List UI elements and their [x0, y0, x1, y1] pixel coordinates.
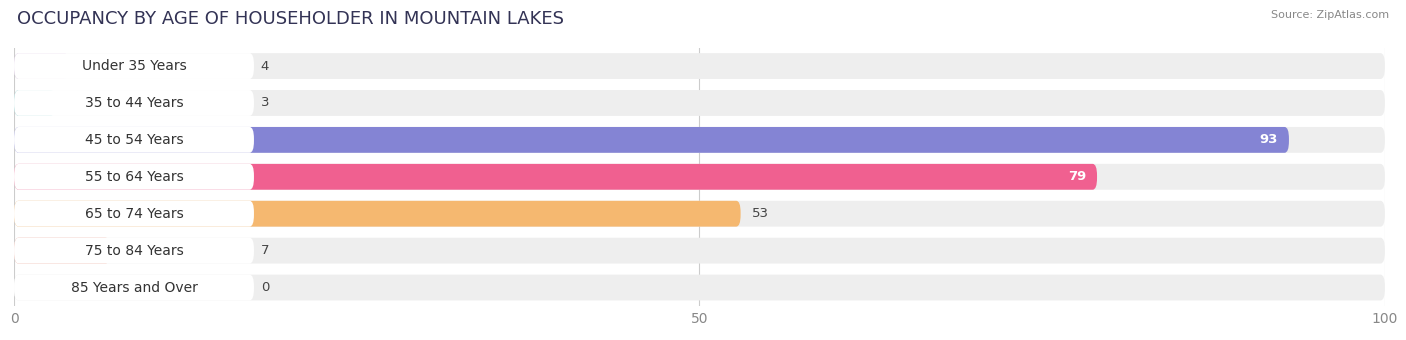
- FancyBboxPatch shape: [14, 127, 1385, 153]
- FancyBboxPatch shape: [14, 90, 254, 116]
- FancyBboxPatch shape: [14, 238, 110, 264]
- FancyBboxPatch shape: [14, 201, 741, 227]
- FancyBboxPatch shape: [14, 90, 55, 116]
- FancyBboxPatch shape: [14, 53, 69, 79]
- Text: Under 35 Years: Under 35 Years: [82, 59, 187, 73]
- FancyBboxPatch shape: [14, 53, 254, 79]
- FancyBboxPatch shape: [14, 127, 1289, 153]
- Text: 4: 4: [262, 59, 269, 72]
- FancyBboxPatch shape: [14, 238, 1385, 264]
- FancyBboxPatch shape: [14, 164, 1097, 190]
- Text: 65 to 74 Years: 65 to 74 Years: [84, 207, 183, 221]
- FancyBboxPatch shape: [14, 201, 254, 227]
- Text: 35 to 44 Years: 35 to 44 Years: [84, 96, 183, 110]
- Text: 85 Years and Over: 85 Years and Over: [70, 280, 197, 294]
- Text: OCCUPANCY BY AGE OF HOUSEHOLDER IN MOUNTAIN LAKES: OCCUPANCY BY AGE OF HOUSEHOLDER IN MOUNT…: [17, 10, 564, 28]
- FancyBboxPatch shape: [14, 90, 1385, 116]
- Text: Source: ZipAtlas.com: Source: ZipAtlas.com: [1271, 10, 1389, 20]
- Text: 55 to 64 Years: 55 to 64 Years: [84, 170, 183, 184]
- Text: 0: 0: [262, 281, 269, 294]
- Text: 79: 79: [1067, 170, 1085, 183]
- FancyBboxPatch shape: [14, 164, 254, 190]
- FancyBboxPatch shape: [14, 164, 1385, 190]
- Text: 93: 93: [1260, 133, 1278, 147]
- FancyBboxPatch shape: [14, 238, 254, 264]
- FancyBboxPatch shape: [14, 127, 254, 153]
- FancyBboxPatch shape: [14, 201, 1385, 227]
- Text: 53: 53: [752, 207, 769, 220]
- Text: 75 to 84 Years: 75 to 84 Years: [84, 244, 183, 258]
- FancyBboxPatch shape: [14, 53, 1385, 79]
- FancyBboxPatch shape: [14, 275, 254, 301]
- Text: 7: 7: [262, 244, 270, 257]
- FancyBboxPatch shape: [14, 275, 1385, 301]
- Text: 45 to 54 Years: 45 to 54 Years: [84, 133, 183, 147]
- Text: 3: 3: [262, 97, 270, 109]
